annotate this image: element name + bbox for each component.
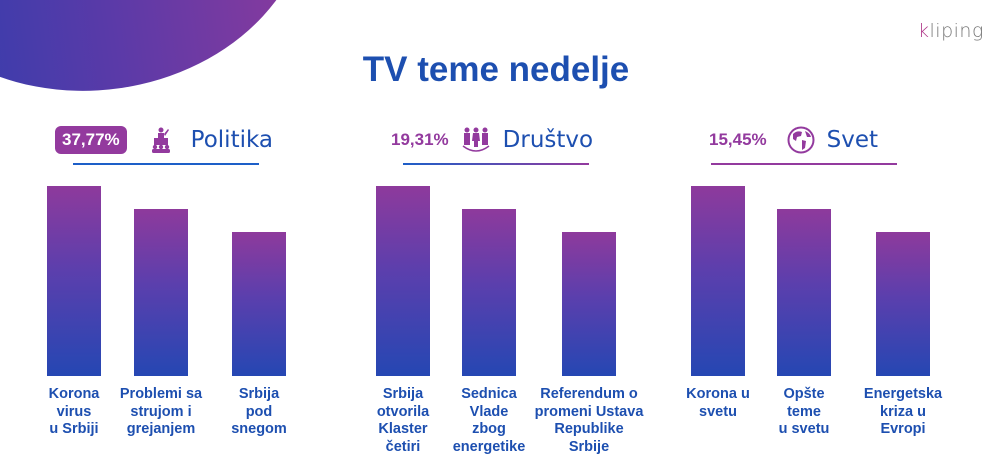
bar-label: Opšte teme u svetu — [778, 386, 830, 437]
divider — [73, 163, 259, 165]
bar-label: Korona virus u Srbiji — [48, 386, 100, 437]
bar — [691, 186, 745, 376]
globe-icon — [787, 126, 815, 154]
bar — [47, 186, 101, 376]
bar-label: Referendum o promeni Ustava Republike Sr… — [534, 386, 644, 455]
bar-label: Korona u svetu — [686, 386, 750, 420]
divider — [711, 163, 897, 165]
bar — [134, 209, 188, 376]
bar-label: Problemi sa strujom i grejanjem — [119, 386, 203, 437]
bar-label: Sednica Vlade zbog energetike — [452, 386, 526, 455]
kliping-logo: kliping — [918, 20, 984, 42]
bar — [876, 232, 930, 376]
group-header-svet: 15,45% Svet — [709, 122, 878, 158]
bar-label: Srbija otvorila Klaster četiri — [376, 386, 430, 455]
category-title: Društvo — [502, 127, 594, 153]
percent-label: 19,31% — [391, 130, 449, 149]
bar — [462, 209, 516, 376]
bar-label: Energetska kriza u Evropi — [863, 386, 943, 437]
percent-badge: 37,77% — [55, 126, 127, 154]
divider — [403, 163, 589, 165]
category-title: Svet — [826, 127, 879, 153]
podium-speaker-icon — [151, 127, 170, 153]
page-title: TV teme nedelje — [362, 50, 630, 89]
people-group-icon — [462, 127, 490, 152]
bar — [232, 232, 286, 376]
bar — [562, 232, 616, 376]
bar — [777, 209, 831, 376]
bar — [376, 186, 430, 376]
percent-label: 15,45% — [709, 130, 767, 149]
category-title: Politika — [190, 127, 273, 153]
bar-label: Srbija pod snegom — [231, 386, 287, 437]
group-header-drustvo: 19,31% Društvo — [391, 122, 593, 158]
group-header-politika: 37,77% Politika — [55, 122, 273, 158]
